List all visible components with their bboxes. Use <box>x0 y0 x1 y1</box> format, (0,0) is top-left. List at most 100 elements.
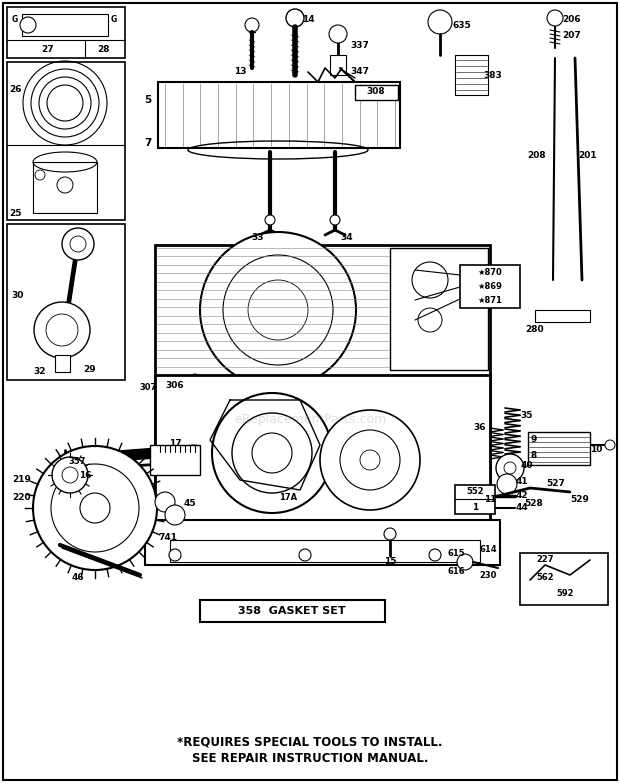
Text: G: G <box>12 16 18 24</box>
Bar <box>455 485 495 514</box>
Bar <box>158 82 400 148</box>
Text: eReplacementParts.com: eReplacementParts.com <box>234 413 386 427</box>
Bar <box>330 55 346 75</box>
Circle shape <box>62 467 78 483</box>
Text: 44: 44 <box>516 503 528 511</box>
Circle shape <box>80 493 110 523</box>
Text: 16: 16 <box>79 471 91 479</box>
Circle shape <box>360 450 380 470</box>
Bar <box>390 248 488 370</box>
Text: 8: 8 <box>531 450 537 460</box>
Circle shape <box>155 385 165 395</box>
Text: ★870: ★870 <box>477 268 502 276</box>
Text: G: G <box>111 16 117 24</box>
Circle shape <box>169 549 181 561</box>
Text: 208: 208 <box>528 150 546 160</box>
Text: 592: 592 <box>556 589 574 597</box>
Text: 25: 25 <box>9 208 21 218</box>
Text: 635: 635 <box>453 20 471 30</box>
Text: 28: 28 <box>98 45 110 55</box>
Text: 307: 307 <box>140 384 157 392</box>
Circle shape <box>46 314 78 346</box>
Text: 11: 11 <box>484 496 496 504</box>
Circle shape <box>384 528 396 540</box>
Text: 17A: 17A <box>279 493 297 503</box>
Circle shape <box>547 10 563 26</box>
Text: 33: 33 <box>252 233 264 243</box>
Circle shape <box>245 18 259 32</box>
Text: 34: 34 <box>340 233 353 243</box>
Text: *REQUIRES SPECIAL TOOLS TO INSTALL.: *REQUIRES SPECIAL TOOLS TO INSTALL. <box>177 735 443 749</box>
Circle shape <box>252 433 292 473</box>
Text: 5: 5 <box>144 95 152 105</box>
Text: 7: 7 <box>144 138 152 148</box>
Bar <box>528 432 590 465</box>
Text: 17: 17 <box>169 438 181 448</box>
Text: 383: 383 <box>484 70 502 80</box>
Bar <box>155 245 490 520</box>
Text: ★869: ★869 <box>477 282 502 290</box>
Text: 30: 30 <box>12 290 24 300</box>
Circle shape <box>504 462 516 474</box>
Circle shape <box>155 492 175 512</box>
Text: 227: 227 <box>536 555 554 565</box>
Text: 36: 36 <box>474 424 486 432</box>
Text: 32: 32 <box>33 367 46 377</box>
Text: 207: 207 <box>562 31 582 41</box>
Circle shape <box>330 215 340 225</box>
Circle shape <box>20 17 36 33</box>
Text: 280: 280 <box>526 326 544 334</box>
Text: 616: 616 <box>447 568 465 576</box>
Bar <box>455 55 488 95</box>
Text: 9: 9 <box>531 435 537 445</box>
Bar <box>150 445 200 475</box>
Circle shape <box>212 393 332 513</box>
Bar <box>355 85 398 100</box>
Text: 219: 219 <box>12 475 32 485</box>
Text: 230: 230 <box>479 572 497 580</box>
Bar <box>200 600 385 622</box>
Circle shape <box>51 464 139 552</box>
Text: 29: 29 <box>84 366 96 374</box>
Text: ★871: ★871 <box>477 295 502 305</box>
Text: 206: 206 <box>563 16 582 24</box>
Text: 27: 27 <box>42 45 55 55</box>
Circle shape <box>33 446 157 570</box>
Bar <box>7 224 125 380</box>
Circle shape <box>412 262 448 298</box>
Text: 201: 201 <box>578 150 597 160</box>
Text: 529: 529 <box>570 496 590 504</box>
Text: 45: 45 <box>184 499 197 507</box>
Circle shape <box>418 308 442 332</box>
Text: 35: 35 <box>521 410 533 420</box>
Bar <box>155 375 490 520</box>
Text: 615: 615 <box>447 549 465 557</box>
Text: 614: 614 <box>479 546 497 554</box>
Text: 306: 306 <box>166 381 184 389</box>
Text: 337: 337 <box>350 41 370 49</box>
Circle shape <box>428 10 452 34</box>
Text: 40: 40 <box>521 461 533 471</box>
Text: 528: 528 <box>525 499 543 507</box>
Text: 741: 741 <box>159 533 177 543</box>
Circle shape <box>429 549 441 561</box>
Circle shape <box>340 430 400 490</box>
Text: 552: 552 <box>466 488 484 496</box>
Bar <box>170 540 480 562</box>
Circle shape <box>191 374 199 382</box>
Text: SEE REPAIR INSTRUCTION MANUAL.: SEE REPAIR INSTRUCTION MANUAL. <box>192 752 428 764</box>
Circle shape <box>232 413 312 493</box>
Bar <box>520 553 608 605</box>
Circle shape <box>299 549 311 561</box>
Text: 220: 220 <box>12 493 32 501</box>
Circle shape <box>320 410 420 510</box>
Circle shape <box>248 280 308 340</box>
Text: 1: 1 <box>472 503 478 511</box>
Text: 10: 10 <box>590 446 602 454</box>
Circle shape <box>52 457 88 493</box>
Circle shape <box>35 170 45 180</box>
Text: 46: 46 <box>72 573 84 583</box>
Bar <box>460 265 520 308</box>
Text: 15: 15 <box>384 557 396 566</box>
Circle shape <box>329 25 347 43</box>
